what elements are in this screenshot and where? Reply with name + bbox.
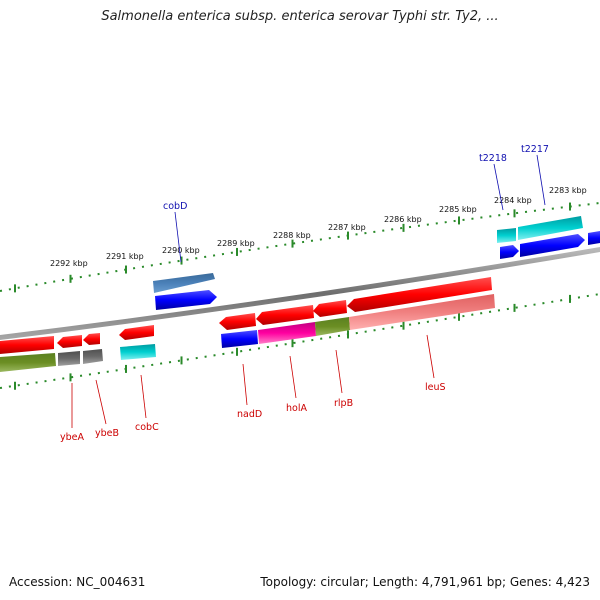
kbp-scale-labels: 2292 kbp 2291 kbp 2290 kbp 2289 kbp 2288…: [50, 186, 587, 268]
gene-block[interactable]: [588, 231, 600, 245]
gene-t2217[interactable]: [518, 216, 583, 240]
lower-scale-line: [0, 293, 600, 389]
gene-label-nadD: nadD: [237, 409, 262, 420]
gene-cobD[interactable]: [153, 273, 215, 293]
reverse-strand-genes: [0, 277, 495, 372]
gene-block[interactable]: [58, 351, 80, 366]
gene-holA[interactable]: [256, 305, 314, 325]
gene-cobC[interactable]: [119, 325, 154, 340]
gene-labels: ybeA ybeB cobC nadD holA rlpB leuS cobD …: [60, 144, 549, 443]
kbp-label: 2283 kbp: [549, 186, 587, 195]
major-ticks: [14, 202, 571, 390]
label-leaders: [71, 154, 546, 428]
gene-block[interactable]: [0, 336, 54, 354]
genome-backbone: [0, 247, 600, 340]
kbp-label: 2284 kbp: [494, 196, 532, 205]
kbp-label: 2289 kbp: [217, 239, 255, 248]
gene-label-rlpB: rlpB: [334, 398, 353, 409]
gene-leuS[interactable]: [347, 277, 492, 312]
gene-ybeB[interactable]: [57, 335, 82, 348]
gene-label-ybeA: ybeA: [60, 432, 84, 443]
gene-label-ybeB: ybeB: [95, 428, 119, 439]
forward-strand-genes: [153, 216, 600, 310]
gene-block[interactable]: [349, 294, 495, 330]
kbp-label: 2285 kbp: [439, 205, 477, 214]
kbp-label: 2286 kbp: [384, 215, 422, 224]
kbp-label: 2292 kbp: [50, 259, 88, 268]
gene-block[interactable]: [500, 245, 519, 259]
gene-label-t2218: t2218: [479, 153, 507, 164]
map-title: Salmonella enterica subsp. enterica sero…: [101, 9, 499, 24]
gene-block[interactable]: [155, 290, 217, 310]
gene-label-holA: holA: [286, 403, 307, 414]
gene-block[interactable]: [258, 322, 316, 344]
gene-label-leuS: leuS: [425, 382, 446, 393]
gene-block[interactable]: [83, 349, 103, 364]
topology-info: Topology: circular; Length: 4,791,961 bp…: [260, 575, 590, 589]
gene-label-t2217: t2217: [521, 144, 549, 155]
gene-block[interactable]: [520, 234, 585, 257]
gene-block[interactable]: [120, 344, 156, 360]
gene-nadD[interactable]: [219, 313, 256, 330]
gene-ybeA[interactable]: [0, 353, 56, 372]
gene-label-cobC: cobC: [135, 422, 159, 433]
gene-block[interactable]: [221, 330, 258, 348]
kbp-label: 2291 kbp: [106, 252, 144, 261]
kbp-label: 2287 kbp: [328, 223, 366, 232]
gene-rlpB[interactable]: [313, 300, 347, 317]
gene-label-cobD: cobD: [163, 201, 187, 212]
gene-t2218[interactable]: [497, 228, 516, 243]
accession-info: Accession: NC_004631: [9, 575, 146, 589]
kbp-label: 2290 kbp: [162, 246, 200, 255]
gene-block[interactable]: [83, 333, 100, 345]
gene-block[interactable]: [315, 317, 350, 336]
kbp-label: 2288 kbp: [273, 231, 311, 240]
